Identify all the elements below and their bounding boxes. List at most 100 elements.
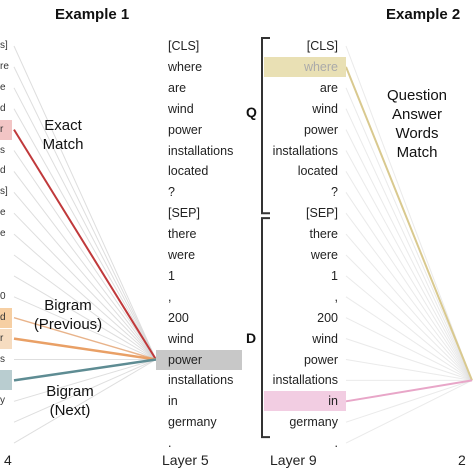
attention-line-faint [345,192,473,381]
layer9-token: germany [289,415,338,430]
layer4-token-fragment: s [0,144,5,156]
attention-line-faint [345,108,473,381]
exact-match-line2: Match [42,136,84,153]
layer9-token: 200 [317,310,338,325]
bigram-previous-line [13,337,157,361]
layer4-token-fragment: s [0,353,5,365]
attention-line-faint [345,275,473,381]
attention-line-faint [13,296,157,360]
example1-title: Example 1 [55,6,130,23]
bigram-next-line1: Bigram [46,383,94,400]
attention-line-faint [345,129,473,381]
layer4-token-fragment: re [0,60,9,72]
layer4-label: 4 [4,452,12,468]
attention-line-faint [13,191,157,360]
layer9-token: , [334,289,338,304]
bigram-previous-line2: (Previous) [33,316,103,333]
layer5-token: wind [168,101,194,116]
layer5-token: power [168,122,203,137]
layer5-token: ? [168,185,175,200]
layer4-token-fragment: e [0,228,6,240]
attention-line-faint [13,66,157,360]
layer5-token: . [168,436,172,451]
layer9-token: power [303,122,338,137]
attention-line-faint [345,359,473,381]
bigram-previous-label: Bigram (Previous) [20,296,116,334]
question-bracket [261,37,270,215]
layer4-token-fragment [0,370,12,391]
document-bracket [261,217,270,439]
layer5-token: in [168,394,178,409]
qa-where-line [345,66,473,381]
qa-line3: Words [395,125,439,142]
layer5-token: were [168,248,196,262]
layer5-token: are [168,80,187,95]
segment-brackets [261,37,270,439]
exact-match-line1: Exact [44,117,82,134]
layer4-token-fragment: d [0,165,6,177]
layer9-token: [SEP] [306,206,338,221]
layer10-label: 2 [458,452,466,468]
attention-line-faint [13,150,157,360]
layer9-token: power [303,352,338,367]
layer5-token: there [168,227,197,242]
layer9-label: Layer 9 [270,452,317,468]
attention-line-faint [345,379,473,423]
layer9-token: wind [312,331,338,346]
attention-line-faint [345,45,473,381]
bigram-next-line [13,358,157,382]
layer5-token: power [156,349,242,370]
attention-line-faint [345,254,473,381]
exact-match-line [13,129,157,361]
layer9-token: were [310,248,338,262]
attention-line-faint [13,275,157,360]
qa-words-match-label: Question Answer Words Match [380,86,454,162]
layer4-token-fragment: s] [0,40,8,51]
document-segment-label: D [246,330,257,346]
layer9-token: ? [331,185,338,200]
layer9-token: are [319,80,338,95]
attention-line-faint [345,296,473,381]
attention-line-faint [345,379,473,444]
layer9-token: installations [272,373,338,388]
attention-line-faint [345,317,473,381]
layer4-token-fragment: e [0,207,6,219]
layer5-token: , [168,289,172,304]
layer4-token-fragment: d [0,102,6,114]
qa-line4: Match [396,144,438,161]
layer5-token: germany [168,415,217,430]
bigram-next-label: Bigram (Next) [30,382,110,420]
exact-match-label: Exact Match [30,116,96,154]
attention-line-faint [13,359,157,423]
attention-line-faint [13,45,157,360]
bigram-previous-line-secondary [13,316,157,361]
attention-line-faint [345,171,473,381]
attention-line-faint [13,212,157,360]
layer4-token-fragment: e [0,81,6,93]
attention-line-faint [13,87,157,360]
attention-line-faint [13,359,157,444]
layer9-token: in [264,391,346,412]
layer9-token: 1 [331,268,338,283]
example2-title: Example 2 [386,6,461,23]
attention-line-faint [345,150,473,381]
question-segment-label: Q [246,104,257,120]
layer9-token: installations [272,143,338,158]
layer4-token-fragment: d [0,307,12,328]
layer9-token: [CLS] [306,39,338,53]
qa-in-line [345,379,473,403]
layer9-token: wind [312,101,338,116]
attention-line-faint [13,254,157,360]
bigram-previous-line1: Bigram [44,297,92,314]
layer4-token-fragment: 0 [0,290,6,302]
layer5-token: 1 [168,268,175,283]
layer9-token: there [309,227,339,242]
layer5-token: installations [168,143,234,158]
attention-lines-highlighted [13,66,473,403]
layer9-token: located [297,164,338,179]
layer4-token-fragment: y [0,395,5,407]
layer5-token: where [168,59,203,74]
layer5-token: located [168,164,209,179]
layer9-token: where [264,56,346,77]
